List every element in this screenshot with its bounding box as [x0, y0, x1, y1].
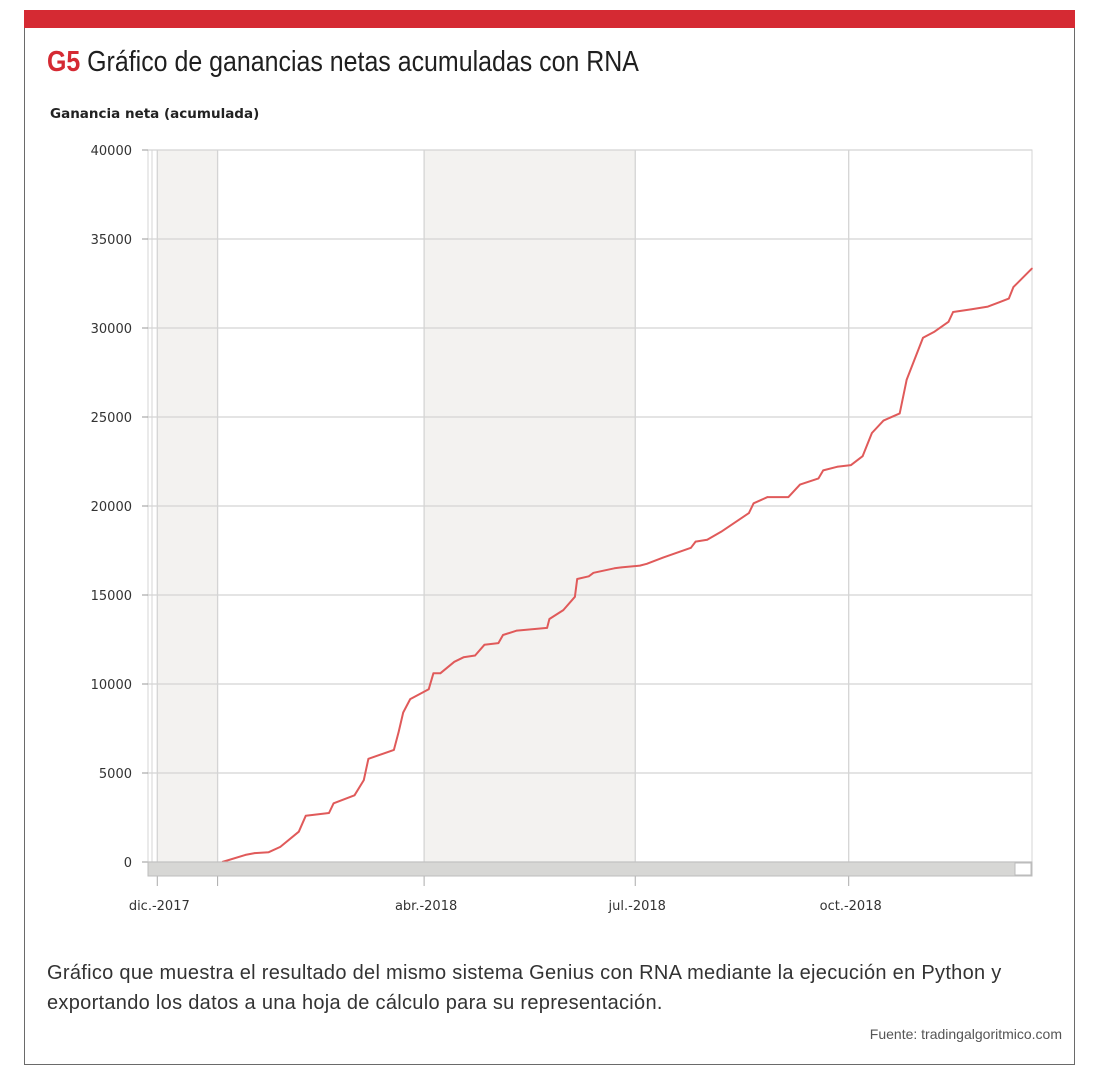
data-point: [752, 502, 755, 505]
data-point: [882, 419, 885, 422]
data-point: [497, 642, 500, 644]
data-point: [898, 412, 901, 415]
data-point: [850, 464, 852, 466]
data-point: [253, 852, 256, 854]
series-line-ganancia: [221, 267, 1033, 863]
y-tick-label: 25000: [91, 411, 132, 426]
y-tick-label: 10000: [91, 678, 132, 693]
data-point: [453, 660, 456, 663]
data-point: [402, 711, 405, 714]
data-point: [720, 531, 722, 533]
data-point: [690, 547, 692, 549]
x-tick-label: dic.-2017: [129, 899, 190, 914]
data-point: [353, 794, 356, 797]
data-point: [362, 779, 365, 781]
data-point: [562, 609, 565, 611]
data-point: [1012, 286, 1015, 288]
data-point: [244, 854, 247, 856]
data-point: [639, 564, 641, 567]
x-tick-label: abr.-2018: [395, 899, 457, 914]
data-point: [304, 814, 307, 817]
data-point: [694, 540, 697, 543]
data-point: [432, 672, 435, 675]
chart-title: Ganancia neta (acumulada): [50, 106, 259, 122]
data-point: [799, 483, 801, 486]
data-point: [574, 595, 576, 598]
y-tick-label: 5000: [99, 767, 132, 782]
figure-number: G5: [47, 46, 81, 78]
data-point: [970, 308, 973, 311]
data-point: [998, 301, 1001, 303]
y-tick-label: 40000: [91, 144, 132, 159]
data-point: [620, 566, 623, 569]
data-point: [646, 563, 648, 565]
data-point: [787, 496, 790, 498]
data-point: [922, 336, 924, 339]
data-point: [947, 320, 950, 323]
data-point: [706, 539, 708, 541]
data-point: [462, 656, 465, 659]
data-point: [613, 567, 616, 570]
y-tick-label: 0: [124, 856, 132, 871]
data-point: [905, 378, 908, 381]
y-tick-label: 20000: [91, 500, 132, 515]
data-point: [548, 618, 551, 620]
y-tick-label: 15000: [91, 589, 132, 604]
x-tick-label: oct.-2018: [820, 899, 882, 914]
data-point: [328, 812, 330, 814]
data-point: [483, 644, 486, 646]
data-point: [1031, 267, 1033, 270]
y-tick-label: 35000: [91, 233, 132, 248]
data-point: [502, 634, 504, 636]
header-accent-bar: [24, 10, 1075, 28]
figure-caption: Gráfico que muestra el resultado del mis…: [47, 962, 1002, 1014]
data-point: [439, 672, 442, 675]
x-tick-label: jul.-2018: [608, 899, 666, 914]
data-point: [588, 575, 590, 578]
data-point: [592, 571, 595, 574]
scrollbar-handle[interactable]: [1014, 862, 1032, 876]
data-point: [279, 846, 282, 848]
figure-title-text: Gráfico de ganancias netas acumuladas co…: [87, 46, 639, 78]
figure-title: G5 Gráfico de ganancias netas acumuladas …: [47, 46, 639, 79]
data-point: [861, 455, 864, 457]
data-point: [933, 330, 936, 333]
figure-source: Fuente: tradingalgoritmico.com: [869, 1026, 1062, 1042]
data-point: [516, 629, 518, 632]
data-point: [332, 802, 335, 805]
data-point: [576, 578, 579, 580]
data-point: [822, 469, 824, 472]
y-tick-label: 30000: [91, 322, 132, 337]
data-point: [871, 432, 873, 434]
data-point: [397, 731, 400, 733]
data-point: [267, 851, 270, 854]
data-point: [662, 556, 664, 559]
data-point: [748, 512, 750, 514]
data-point: [427, 688, 430, 691]
data-point: [393, 749, 395, 751]
data-point: [474, 654, 476, 657]
data-point: [766, 496, 769, 498]
data-point: [817, 477, 820, 480]
data-point: [409, 698, 411, 700]
scrollbar-track[interactable]: [147, 861, 1033, 877]
data-point: [298, 830, 300, 833]
horizontal-scrollbar[interactable]: [147, 861, 1033, 877]
data-point: [367, 757, 370, 760]
data-point: [952, 311, 954, 313]
data-point: [836, 466, 838, 468]
data-point: [987, 305, 989, 308]
data-point: [1007, 297, 1010, 300]
data-point: [546, 627, 548, 629]
